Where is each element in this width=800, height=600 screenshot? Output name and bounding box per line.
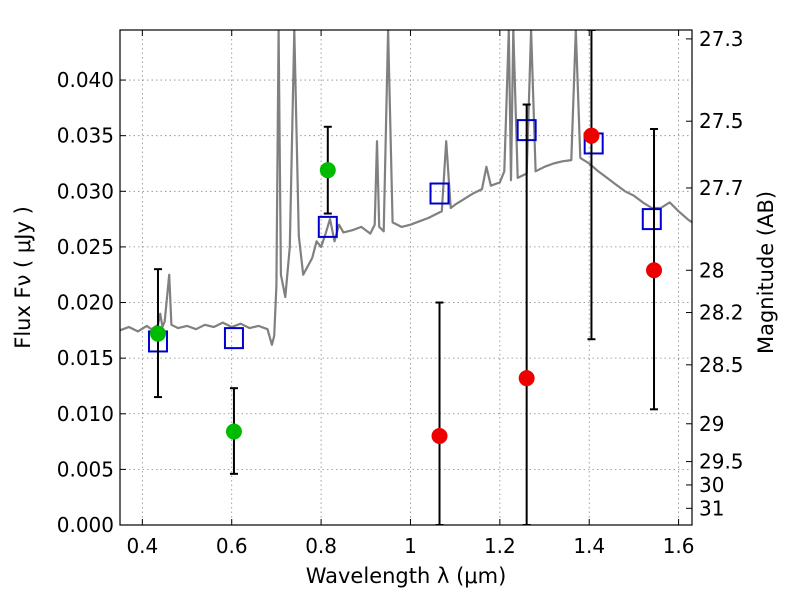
observed-flux-point — [431, 428, 448, 445]
model-photometry-square — [641, 208, 662, 231]
y-tick-label: 0.035 — [57, 124, 114, 148]
right-tick-label: 30 — [699, 473, 724, 497]
y-tick-label: 0.000 — [57, 513, 114, 537]
x-tick-label: 1.2 — [484, 534, 516, 558]
model-photometry-square — [429, 182, 450, 205]
y-tick-label: 0.005 — [57, 457, 114, 481]
right-axis-label: Magnitude (AB) — [754, 191, 778, 354]
right-tick-label: 27.7 — [699, 176, 744, 200]
observed-flux-point — [149, 325, 166, 342]
right-tick-label: 27.5 — [699, 109, 744, 133]
right-tick-label: 28.2 — [699, 301, 744, 325]
observed-flux-point — [319, 162, 336, 179]
x-tick-label: 0.4 — [126, 534, 158, 558]
right-tick-label: 31 — [699, 496, 724, 520]
y-tick-label: 0.030 — [57, 179, 114, 203]
observed-flux-point — [583, 127, 600, 144]
grid — [120, 30, 692, 525]
model-photometry-square — [317, 215, 338, 238]
observed-flux-point — [225, 423, 242, 440]
plot-data — [120, 30, 692, 525]
x-axis-label: Wavelength λ (μm) — [306, 564, 507, 588]
x-tick-label: 1 — [404, 534, 417, 558]
right-tick-label: 29 — [699, 412, 724, 436]
x-tick-label: 0.6 — [216, 534, 248, 558]
right-tick-label: 28.5 — [699, 353, 744, 377]
observed-flux-point — [518, 370, 535, 387]
right-tick-label: 28 — [699, 258, 724, 282]
model-photometry-square — [223, 327, 244, 350]
y-tick-label: 0.040 — [57, 68, 114, 92]
model-spectrum-line — [120, 30, 692, 346]
ticks: 0.4 0.6 0.8 1 1.2 1.4 1.6 0.000 0.005 0.010 0.015 0… — [57, 27, 744, 558]
right-tick-label: 27.3 — [699, 27, 744, 51]
y-axis-label: Flux Fν ( μJy ) — [11, 206, 35, 349]
x-tick-label: 0.8 — [305, 534, 337, 558]
x-tick-label: 1.4 — [573, 534, 605, 558]
plot-frame — [119, 29, 693, 526]
y-tick-label: 0.015 — [57, 346, 114, 370]
right-tick-label: 29.5 — [699, 450, 744, 474]
y-tick-label: 0.025 — [57, 235, 114, 259]
y-tick-label: 0.020 — [57, 291, 114, 315]
x-tick-label: 1.6 — [663, 534, 695, 558]
observed-flux-point — [646, 262, 663, 279]
y-tick-label: 0.010 — [57, 402, 114, 426]
